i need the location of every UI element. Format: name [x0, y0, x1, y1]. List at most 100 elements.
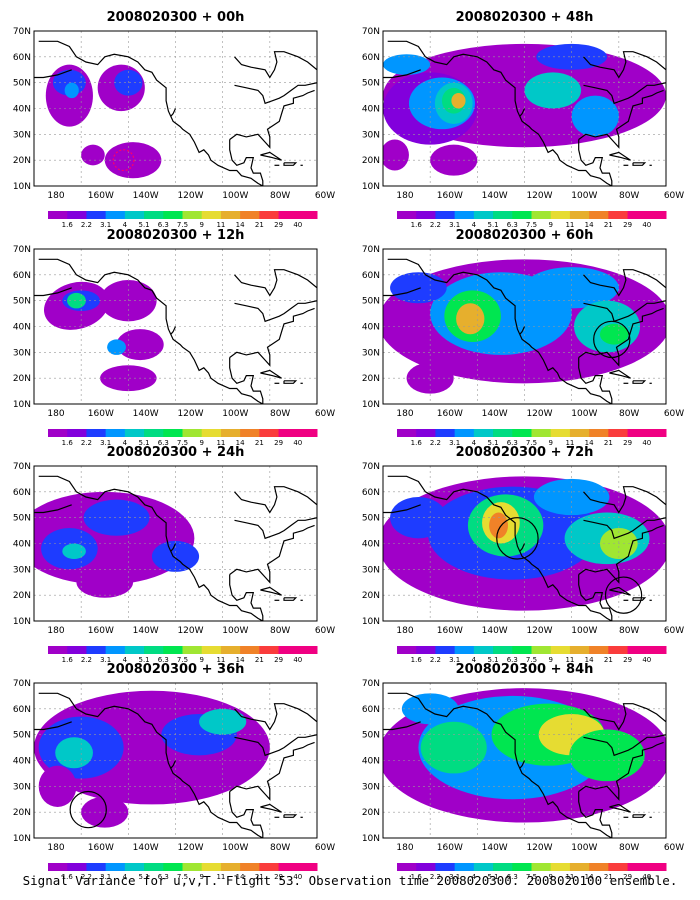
- variance-contour: [62, 543, 86, 559]
- lon-tick-label: 140W: [133, 191, 159, 201]
- observation-circle: [496, 517, 539, 560]
- variance-contour: [116, 329, 164, 361]
- graticule: [383, 683, 666, 838]
- colorbar-label: 6.3: [507, 221, 518, 229]
- colorbar-label: 1.6: [62, 439, 74, 447]
- panel-title: 2008020300 + 84h: [456, 662, 594, 677]
- colorbar-swatch: [493, 863, 513, 871]
- variance-contour: [199, 708, 247, 735]
- variance-contour: [489, 512, 508, 539]
- colorbar-swatch: [144, 429, 164, 437]
- colorbar-label: 21: [604, 439, 613, 447]
- lon-tick-label: 120W: [177, 191, 203, 201]
- lon-tick-label: 80W: [270, 843, 290, 853]
- lat-tick-label: 70N: [362, 679, 380, 689]
- lat-tick-label: 10N: [362, 834, 380, 844]
- colorbar-swatch: [473, 863, 494, 871]
- colorbar-label: 3.1: [449, 656, 460, 664]
- variance-contour: [55, 737, 93, 769]
- colorbar-label: 21: [604, 656, 613, 664]
- colorbar-label: 3.1: [100, 656, 111, 664]
- colorbar-swatch: [105, 429, 126, 437]
- colorbar-label: 14: [236, 873, 245, 881]
- lon-tick-label: 180: [47, 843, 64, 853]
- colorbar-label: 2.2: [81, 873, 92, 881]
- colorbar-label: 4: [472, 656, 477, 664]
- colorbar-swatch: [646, 646, 667, 654]
- lon-tick-label: 160W: [437, 843, 463, 853]
- colorbar-swatch: [86, 429, 107, 437]
- colorbar-label: 40: [642, 656, 651, 664]
- lat-tick-label: 40N: [13, 757, 31, 767]
- colorbar-label: 7.5: [177, 439, 188, 447]
- colorbar-label: 9: [548, 439, 552, 447]
- variance-contour: [451, 93, 466, 109]
- colorbar-label: 3.1: [100, 439, 111, 447]
- colorbar-swatch: [48, 863, 68, 871]
- lat-tick-label: 40N: [13, 323, 31, 333]
- lat-tick-label: 10N: [362, 400, 380, 410]
- variance-contour: [81, 144, 105, 166]
- colorbar-swatch: [608, 863, 629, 871]
- colorbar-label: 2.2: [430, 873, 441, 881]
- colorbar-swatch: [608, 211, 629, 219]
- colorbar-label: 9: [548, 656, 552, 664]
- colorbar-swatch: [259, 429, 280, 437]
- lon-tick-label: 140W: [482, 191, 508, 201]
- colorbar-swatch: [105, 863, 126, 871]
- lat-tick-label: 20N: [362, 591, 380, 601]
- field-shading: [43, 280, 164, 392]
- colorbar-swatch: [105, 646, 126, 654]
- lat-tick-label: 20N: [13, 156, 31, 166]
- variance-contour: [420, 721, 487, 774]
- lon-tick-label: 140W: [482, 626, 508, 636]
- colorbar-swatch: [144, 211, 164, 219]
- colorbar-label: 40: [293, 656, 302, 664]
- colorbar-swatch: [646, 211, 667, 219]
- colorbar-swatch: [201, 646, 222, 654]
- colorbar-label: 5.1: [488, 221, 499, 229]
- colorbar-label: 1.6: [411, 656, 423, 664]
- colorbar-label: 4: [472, 873, 477, 881]
- colorbar-swatch: [86, 863, 107, 871]
- lat-tick-label: 40N: [13, 540, 31, 550]
- map-panel-5: 2008020300 + 72h 70N 60N 50N 40N 30N 20N 10N 180…: [362, 445, 684, 664]
- lon-tick-label: 120W: [177, 626, 203, 636]
- panel-title: 2008020300 + 36h: [107, 662, 245, 677]
- lat-tick-label: 40N: [362, 540, 380, 550]
- variance-contour: [524, 267, 619, 309]
- lat-tick-label: 30N: [13, 130, 31, 140]
- colorbar-label: 40: [293, 221, 302, 229]
- lon-tick-label: 100W: [222, 409, 248, 419]
- colorbar-swatch: [124, 646, 145, 654]
- colorbar-swatch: [589, 646, 609, 654]
- colorbar-swatch: [435, 646, 456, 654]
- lon-tick-label: 80W: [270, 191, 290, 201]
- colorbar: 1.6 2.2 3.1 4 5.1 6.3 7.5 9 11 14 21 29 40: [397, 429, 667, 447]
- colorbar-swatch: [124, 211, 145, 219]
- colorbar-swatch: [416, 863, 436, 871]
- colorbar-label: 9: [548, 873, 552, 881]
- lat-tick-label: 50N: [13, 79, 31, 89]
- map-panel-4: 2008020300 + 24h 70N 60N 50N 40N 30N 20N 10N 180…: [13, 445, 335, 664]
- colorbar-label: 5.1: [139, 873, 150, 881]
- variance-contour: [383, 54, 431, 75]
- colorbar-label: 5.1: [488, 656, 499, 664]
- colorbar-swatch: [48, 429, 68, 437]
- colorbar-label: 2.2: [430, 656, 441, 664]
- lat-tick-label: 10N: [13, 182, 31, 192]
- lon-tick-label: 160W: [88, 626, 114, 636]
- colorbar-swatch: [182, 429, 203, 437]
- colorbar-label: 5.1: [139, 221, 150, 229]
- lon-tick-label: 120W: [177, 843, 203, 853]
- colorbar-swatch: [144, 646, 164, 654]
- colorbar-label: 3.1: [449, 873, 460, 881]
- lon-tick-label: 60W: [664, 626, 684, 636]
- colorbar: 1.6 2.2 3.1 4 5.1 6.3 7.5 9 11 14 21 29 40: [397, 863, 667, 881]
- lat-tick-label: 50N: [13, 297, 31, 307]
- lon-tick-label: 80W: [619, 409, 639, 419]
- colorbar-label: 40: [293, 439, 302, 447]
- colorbar-label: 7.5: [526, 656, 537, 664]
- colorbar-swatch: [627, 429, 648, 437]
- lon-tick-label: 180: [47, 191, 64, 201]
